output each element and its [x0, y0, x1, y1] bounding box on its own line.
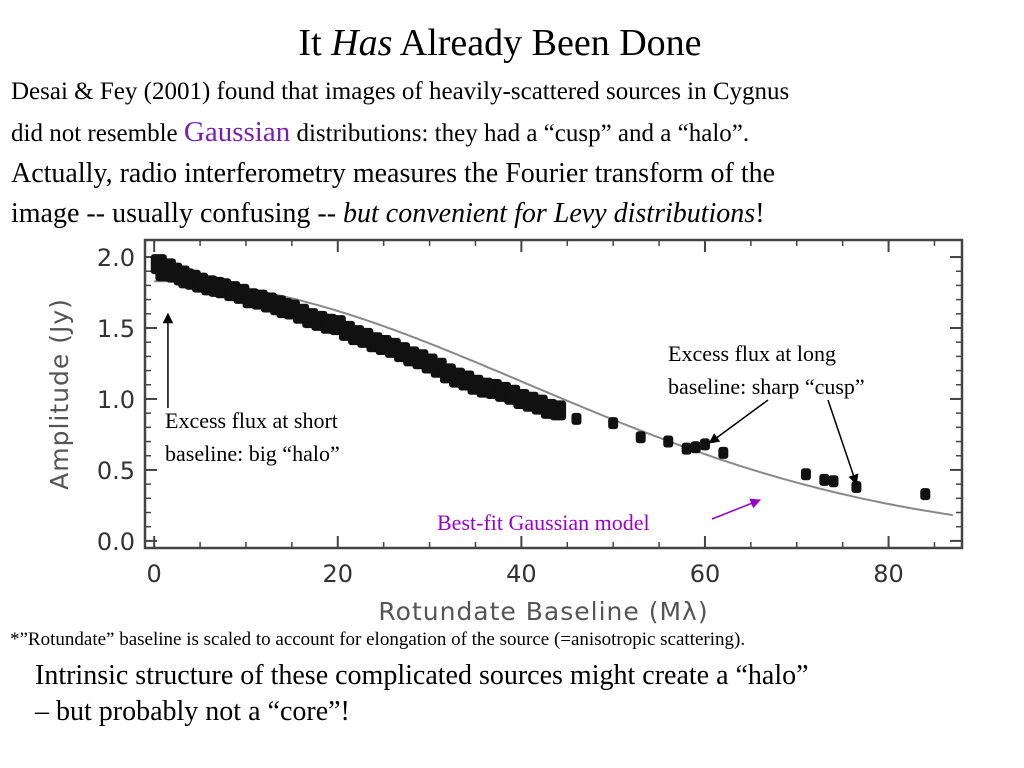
- annotation-layer: Excess flux at short baseline: big “halo”…: [162, 312, 865, 535]
- data-point: [608, 417, 619, 430]
- intro-line-2-post: distributions: they had a “cusp” and a “…: [290, 120, 750, 147]
- plot-frame: [143, 238, 964, 550]
- data-point: [681, 442, 692, 455]
- cusp-arrow-2: [827, 399, 859, 486]
- y-tick-label: 2.0: [97, 244, 135, 272]
- conclusion-line-1: Intrinsic structure of these complicated…: [35, 660, 809, 691]
- data-points-layer: [150, 254, 931, 501]
- intro-line-3-text: Actually, radio interferometry measures …: [11, 158, 776, 189]
- data-point: [635, 431, 646, 444]
- intro-line-4-emphasis: but convenient for Levy distributions: [343, 198, 756, 229]
- fit-layer: [154, 280, 953, 517]
- x-tick-label: 20: [323, 560, 354, 588]
- long-baseline-annotation-line-2: baseline: sharp “cusp”: [668, 374, 865, 399]
- conclusion-text: Intrinsic structure of these complicated…: [35, 658, 1005, 730]
- y-tick-label: 0.0: [97, 528, 135, 556]
- intro-line-4-pre: image -- usually confusing --: [11, 198, 344, 229]
- slide-title: It Has Already Been Done: [0, 20, 1000, 66]
- data-point: [800, 468, 811, 481]
- data-point: [663, 435, 674, 448]
- intro-line-4: image -- usually confusing -- but conven…: [11, 194, 1016, 234]
- fit-annotation: Best-fit Gaussian model: [437, 510, 650, 535]
- intro-line-1: Desai & Fey (2001) found that images of …: [11, 72, 1016, 112]
- cusp-arrow-1: [708, 399, 769, 444]
- short-baseline-annotation-line-2: baseline: big “halo”: [165, 441, 340, 466]
- title-post: Already Been Done: [392, 22, 702, 64]
- data-point: [690, 441, 701, 454]
- y-tick-label: 1.5: [97, 315, 135, 343]
- footnote: *”Rotundate” baseline is scaled to accou…: [10, 629, 746, 650]
- title-pre: It: [298, 22, 332, 64]
- x-tick-label: 80: [873, 560, 904, 588]
- data-point: [699, 438, 710, 451]
- long-baseline-annotation-line-1: Excess flux at long: [668, 341, 836, 366]
- data-point: [550, 400, 567, 421]
- x-tick-label: 0: [147, 560, 162, 588]
- intro-line-4-post: !: [755, 198, 765, 229]
- intro-line-1-text: Desai & Fey (2001) found that images of …: [11, 78, 790, 105]
- y-tick-label: 0.5: [97, 457, 135, 485]
- amplitude-vs-baseline-chart: 0 20 40 60 80 0.0 0.5 1.0 1.5 2.0 Rotundate Baseli…: [45, 238, 964, 626]
- data-point: [828, 475, 839, 488]
- x-tick-label: 40: [506, 560, 537, 588]
- conclusion-line-2: – but probably not a “core”!: [35, 696, 350, 727]
- data-point: [819, 473, 830, 486]
- data-point: [571, 412, 582, 425]
- x-tick-label: 60: [690, 560, 721, 588]
- y-axis-title: Amplitude (Jy): [45, 298, 74, 490]
- axes-layer: 0 20 40 60 80 0.0 0.5 1.0 1.5 2.0 Rotundate Baseli…: [45, 240, 962, 626]
- y-tick-label: 1.0: [97, 386, 135, 414]
- intro-line-3: Actually, radio interferometry measures …: [11, 154, 1016, 194]
- gaussian-highlight: Gaussian: [183, 116, 291, 148]
- intro-paragraph: Desai & Fey (2001) found that images of …: [11, 72, 1016, 234]
- intro-line-2: did not resemble Gaussian distributions:…: [11, 112, 1016, 154]
- data-point: [920, 488, 931, 501]
- intro-line-2-pre: did not resemble: [11, 120, 184, 147]
- short-baseline-annotation-line-1: Excess flux at short: [165, 408, 338, 433]
- fit-arrow: [711, 498, 761, 520]
- gaussian-fit-curve: [154, 280, 953, 517]
- x-axis-title: Rotundate Baseline (Mλ): [378, 597, 708, 626]
- data-point: [718, 446, 729, 459]
- title-emphasis: Has: [331, 22, 393, 64]
